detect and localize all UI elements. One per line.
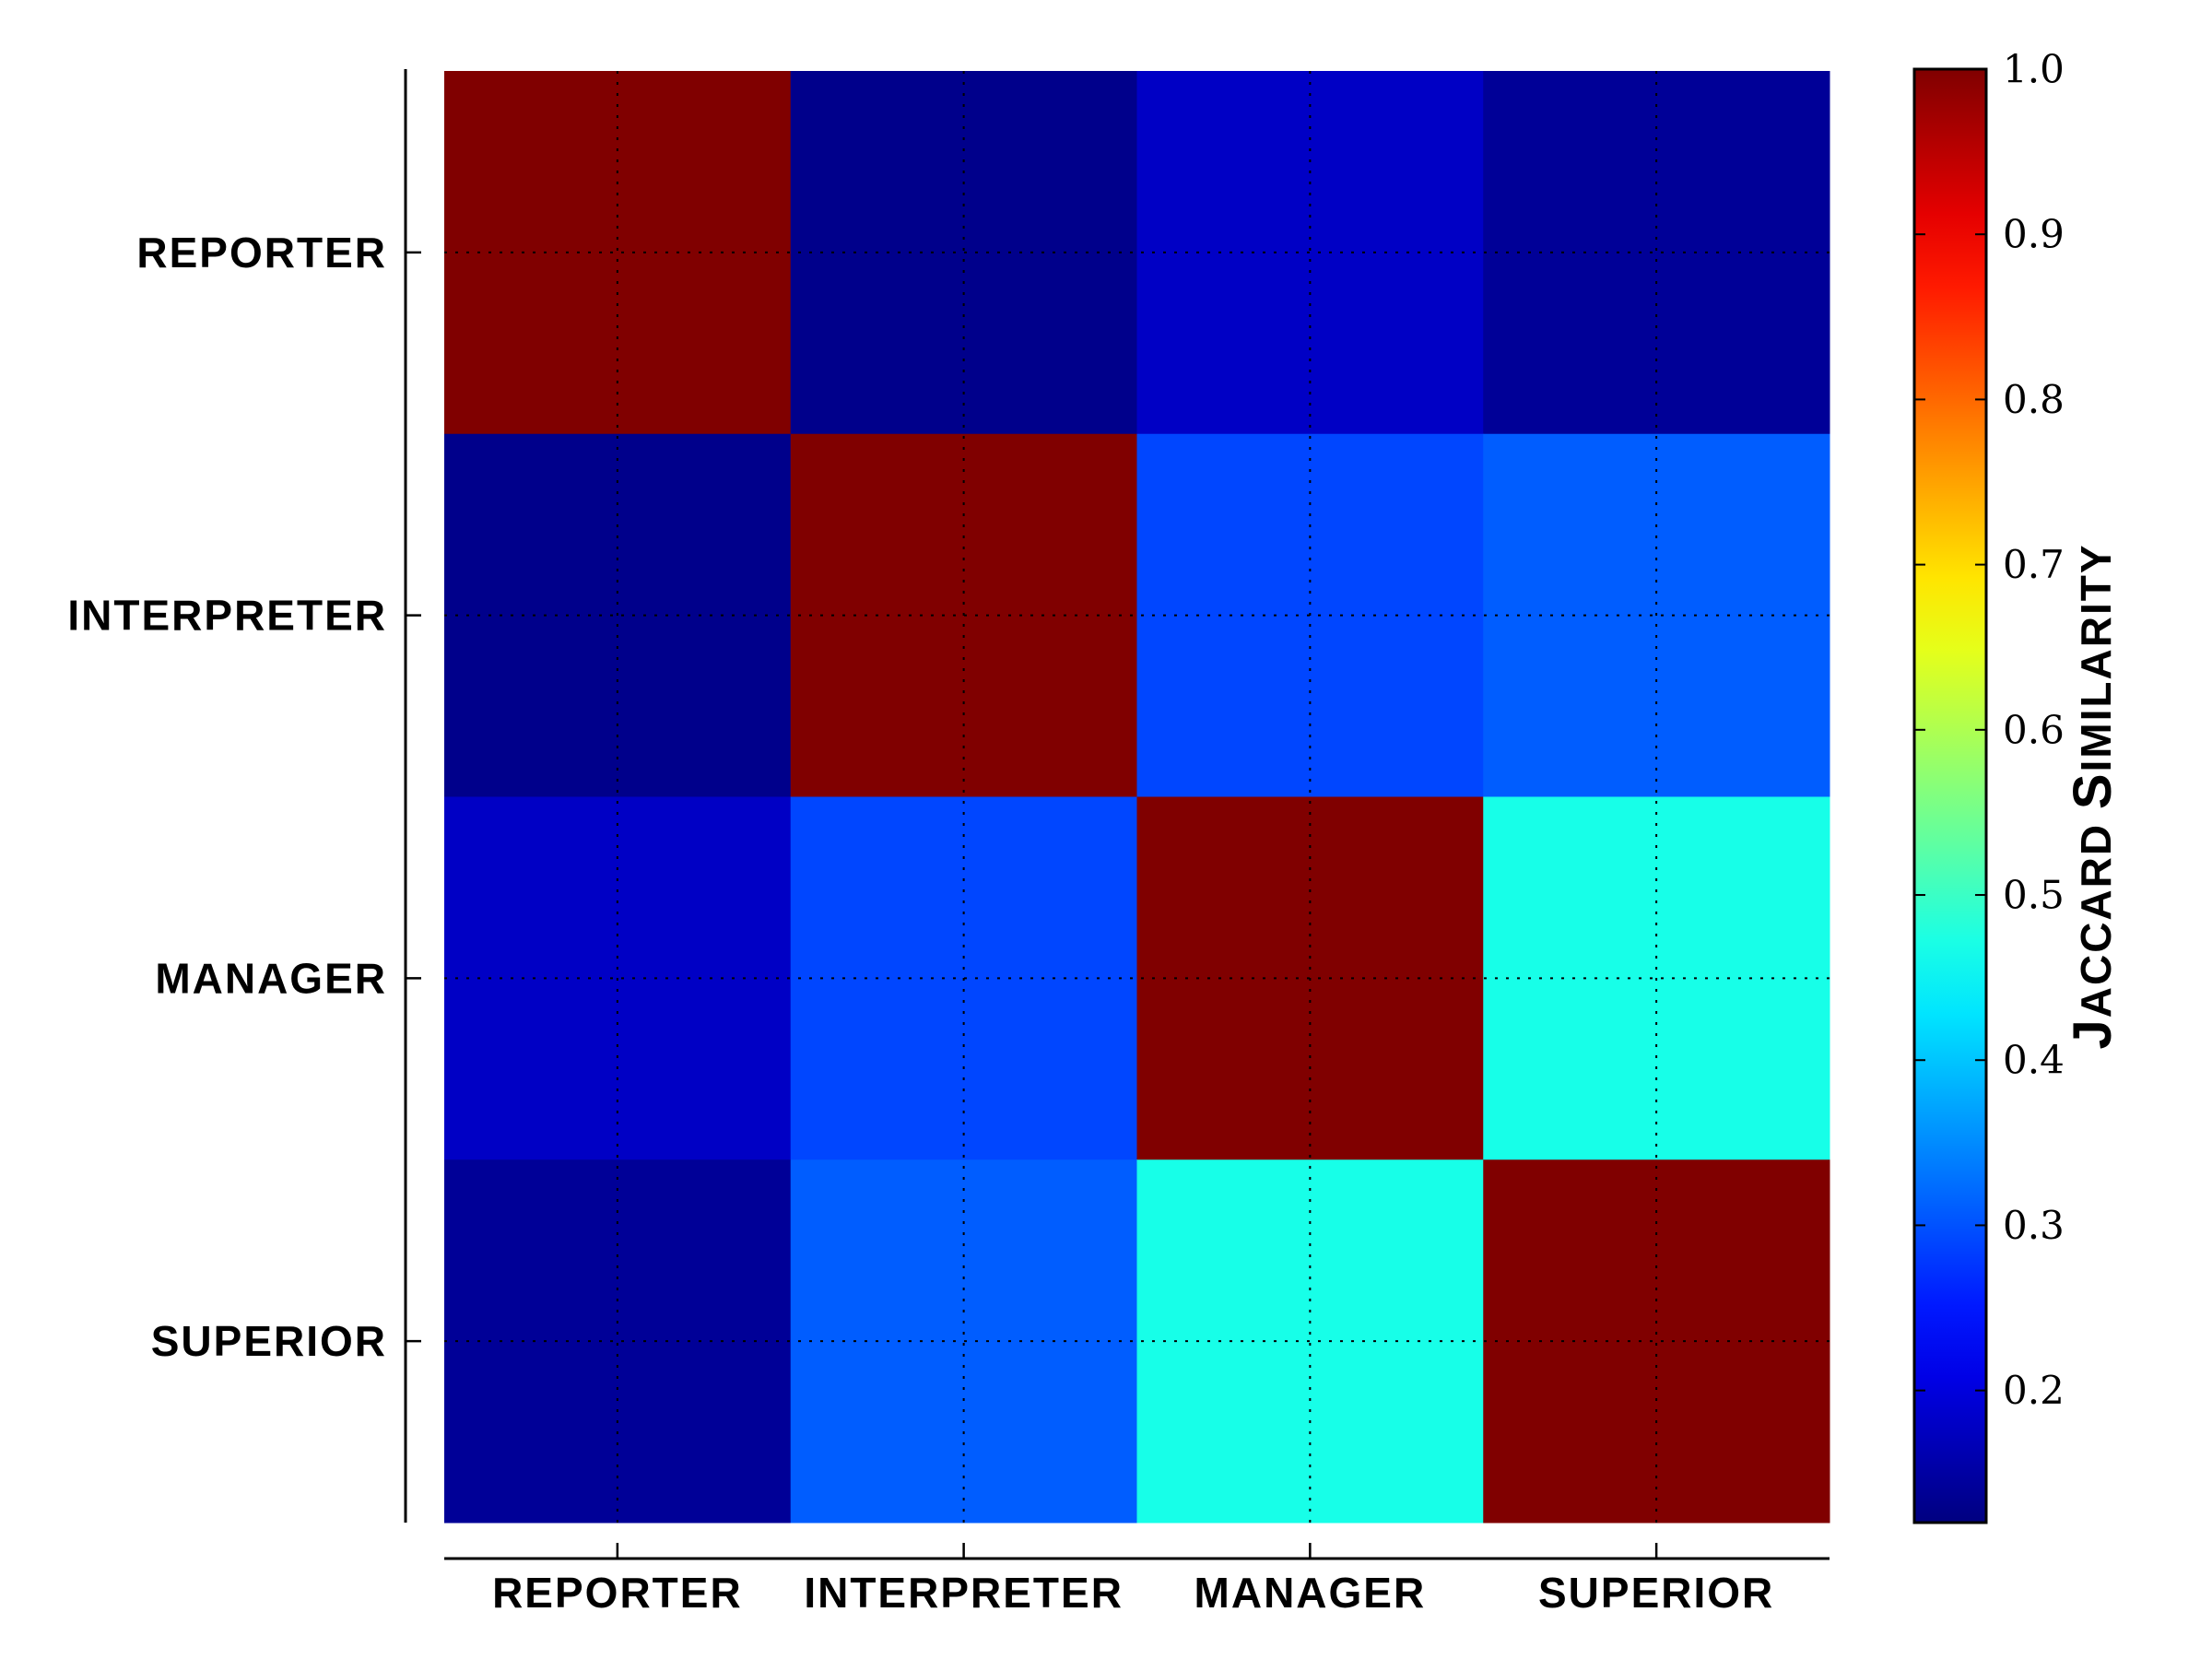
x-tick-label-2: MANAGER — [1194, 1569, 1427, 1617]
y-tick-label-3: SUPERIOR — [151, 1317, 387, 1365]
y-tick-label-0: REPORTER — [136, 229, 387, 276]
colorbar-tick-label-7: 0.9 — [2003, 212, 2065, 257]
colorbar-tick-label-1: 0.3 — [2003, 1203, 2065, 1248]
category-labels: REPORTER INTERPRETER MANAGER SUPERIOR REPORT… — [67, 229, 1774, 1617]
colorbar-tick-label-6: 0.8 — [2003, 377, 2065, 422]
colorbar-tick-label-4: 0.6 — [2003, 707, 2065, 752]
heatmap-cell-3-3 — [1483, 1159, 1830, 1524]
y-tick-label-2: MANAGER — [155, 954, 387, 1002]
heatmap-cell-0-2 — [1136, 71, 1484, 435]
colorbar-gradient — [1912, 67, 1988, 1524]
heatmap-cells — [444, 71, 1830, 1524]
colorbar-title: JACCARD SIMILARITY — [2063, 543, 2123, 1049]
colorbar-tick-label-3: 0.5 — [2003, 873, 2065, 918]
y-tick-label-1: INTERPRETER — [67, 592, 387, 640]
x-tick-label-3: SUPERIOR — [1538, 1569, 1774, 1617]
colorbar-tick-label-0: 0.2 — [2003, 1368, 2065, 1413]
heatmap-cell-0-0 — [444, 71, 792, 435]
colorbar-tick-label-8: 1.0 — [2003, 47, 2065, 92]
colorbar-tick-label-5: 0.7 — [2003, 542, 2065, 587]
heatmap-cell-0-1 — [790, 71, 1137, 435]
x-tick-label-1: INTERPRETER — [804, 1569, 1124, 1617]
heatmap-cell-3-0 — [444, 1159, 792, 1524]
axes — [404, 69, 1830, 1560]
heatmap-cell-3-1 — [790, 1159, 1137, 1524]
x-tick-label-0: REPORTER — [492, 1569, 743, 1617]
colorbar-tick-label-2: 0.4 — [2003, 1038, 2065, 1083]
heatmap-cell-3-2 — [1136, 1159, 1484, 1524]
heatmap-cell-0-3 — [1483, 71, 1830, 435]
colorbar: 0.2 0.3 0.4 0.5 0.6 0.7 0.8 0.9 1.0 JACCARD SIMIL… — [1912, 47, 2123, 1524]
